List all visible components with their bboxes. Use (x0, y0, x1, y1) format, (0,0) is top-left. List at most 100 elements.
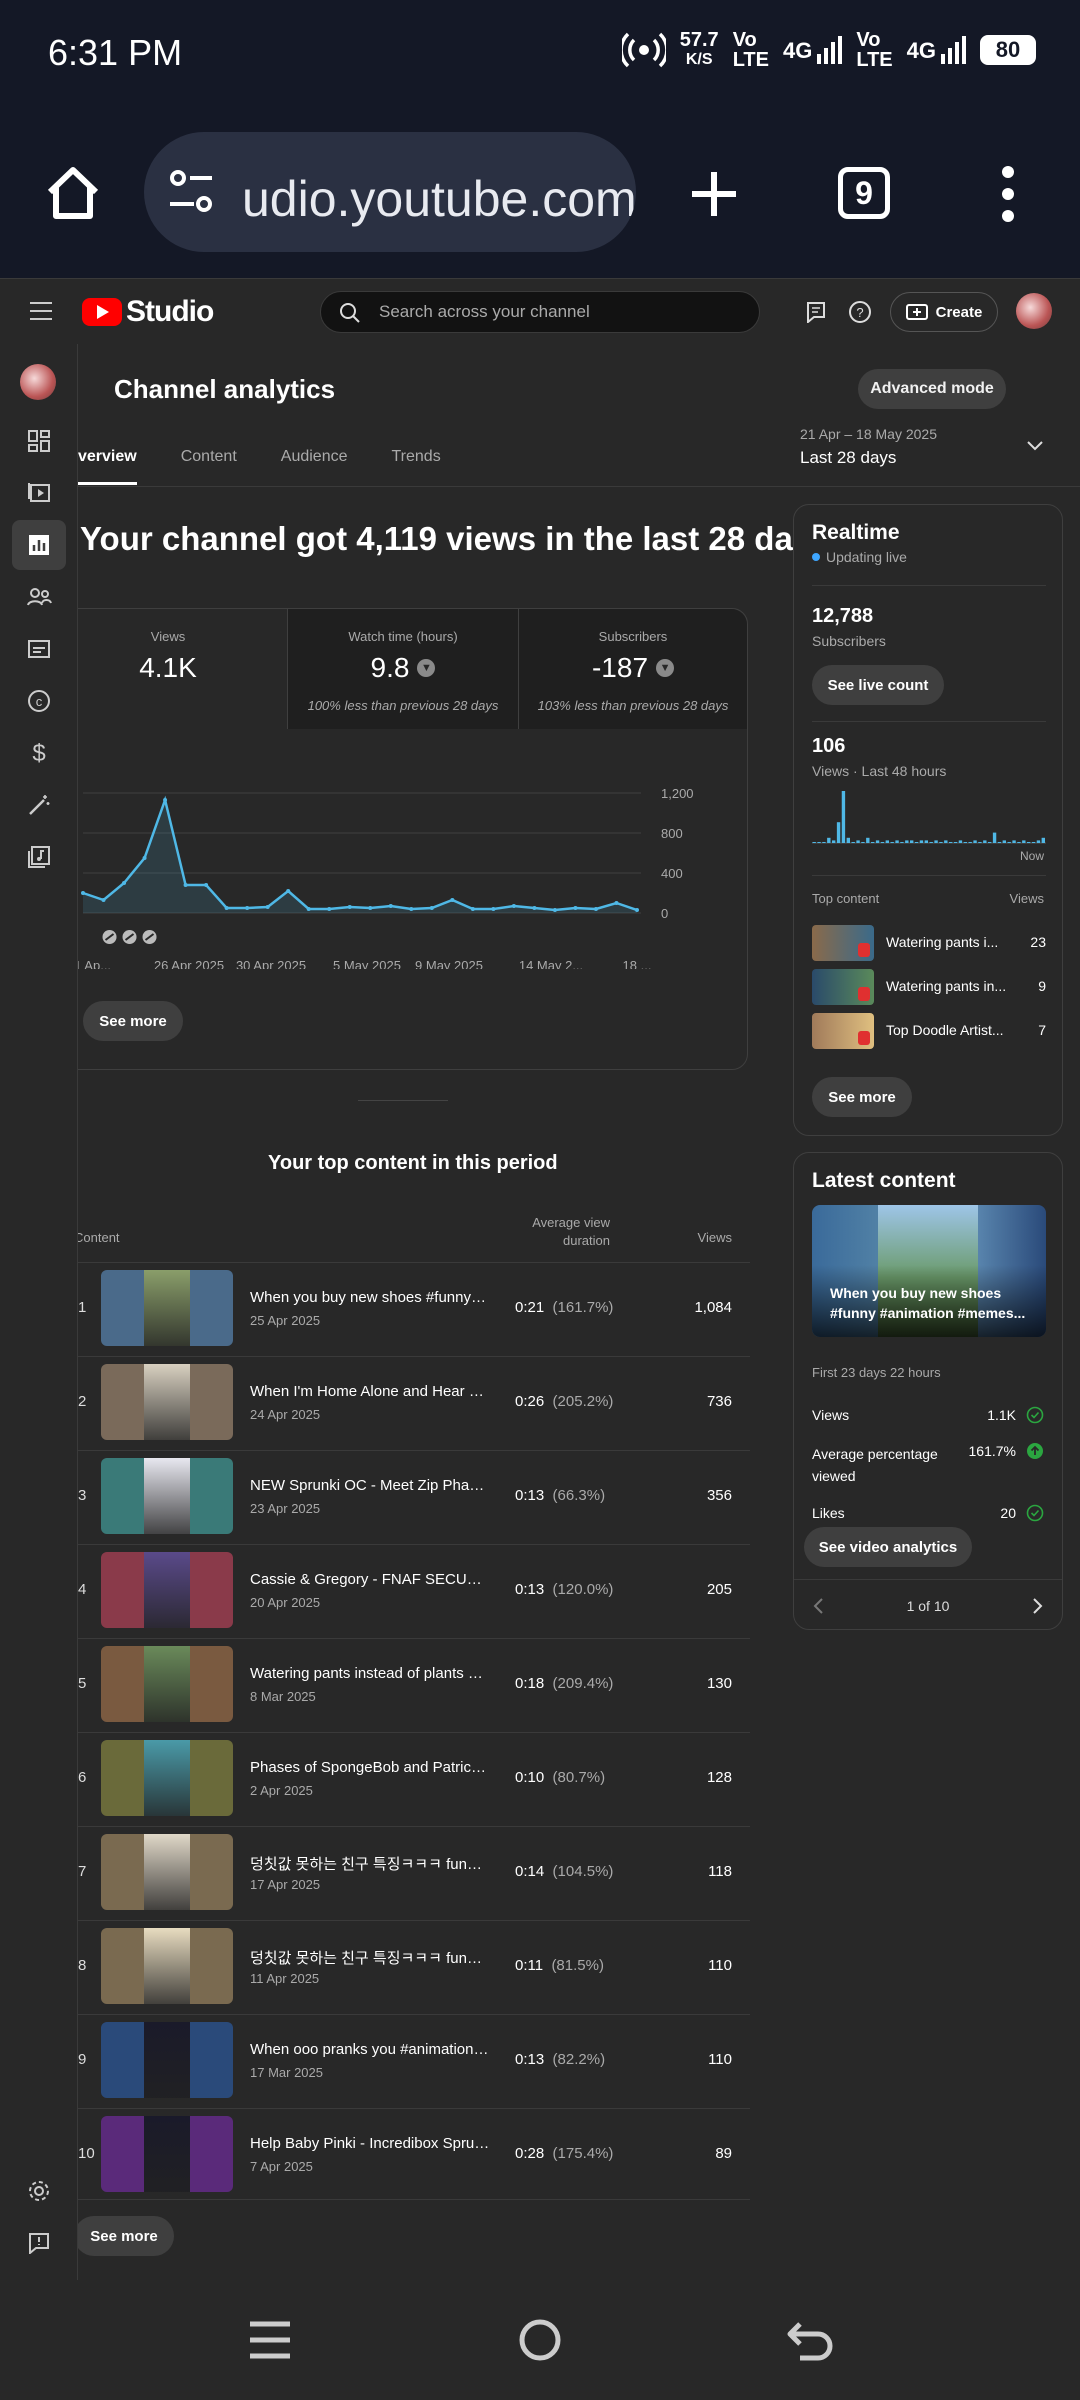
date-range-picker[interactable]: 21 Apr – 18 May 2025 Last 28 days (800, 426, 937, 468)
back-icon[interactable] (786, 2318, 834, 2362)
upload-marker-icon[interactable] (122, 930, 137, 944)
table-row[interactable]: 2 When I'm Home Alone and Hear a S... 24 A… (78, 1356, 750, 1450)
data-point (224, 906, 229, 910)
home-icon[interactable] (42, 162, 104, 224)
recents-icon[interactable] (248, 2318, 292, 2362)
tab-trends[interactable]: Trends (391, 448, 441, 465)
avg-view-duration: 0:26 (205.2%) (515, 1393, 614, 1410)
thumbnail-portrait (144, 1928, 190, 2004)
see-live-count-button[interactable]: See live count (812, 665, 944, 705)
realtime-card: Realtime Updating live 12,788 Subscriber… (793, 504, 1063, 1136)
latest-video-thumbnail[interactable]: When you buy new shoes #funny #animation… (812, 1205, 1046, 1337)
metric-tab-watch-time[interactable]: Watch time (hours) 9.8 ▼ 100% less than p… (287, 609, 519, 729)
table-row[interactable]: 4 Cassie & Gregory - FNAF SECURITY ... 20 … (78, 1544, 750, 1638)
stat-value: 20 (1000, 1505, 1016, 1521)
table-row[interactable]: 7 덩칫값 못하는 친구 특징ㅋㅋㅋ funny ... 17 Apr 2025 0:… (78, 1826, 750, 1920)
sidebar-item-analytics[interactable] (12, 520, 66, 570)
avg-view-duration: 0:18 (209.4%) (515, 1675, 614, 1692)
column-header-views: Views (697, 1230, 732, 1245)
video-title[interactable]: Phases of SpongeBob and Patrick #... (250, 1759, 490, 1776)
table-row[interactable]: 8 덩칫값 못하는 친구 특징ㅋㅋㅋ funny ... 11 Apr 2025 0:… (78, 1920, 750, 2014)
area-fill (83, 800, 637, 913)
top-content-see-more-button[interactable]: See more (78, 2216, 174, 2256)
video-thumbnail[interactable] (101, 1834, 233, 1910)
realtime-bar (890, 842, 894, 843)
video-title[interactable]: NEW Sprunki OC - Meet Zip Phase 4... (250, 1477, 490, 1494)
url-bar[interactable]: udio.youtube.com (144, 132, 636, 252)
sidebar-item-copyright[interactable]: c (12, 676, 66, 726)
video-title[interactable]: When ooo pranks you #animation #... (250, 2041, 490, 2058)
signal-icon-1: 4G (783, 36, 843, 64)
video-thumbnail[interactable] (101, 1458, 233, 1534)
see-more-button[interactable]: See more (83, 1001, 183, 1041)
upload-marker-icon[interactable] (142, 930, 157, 944)
table-row[interactable]: 3 NEW Sprunki OC - Meet Zip Phase 4... 23 … (78, 1450, 750, 1544)
help-icon[interactable]: ? (848, 300, 872, 324)
metric-tab-subscribers[interactable]: Subscribers -187 ▼ 103% less than previou… (519, 609, 747, 729)
tab-audience[interactable]: Audience (280, 448, 348, 465)
video-title[interactable]: Watering pants instead of plants #a... (250, 1665, 490, 1682)
chevron-left-icon[interactable] (812, 1597, 824, 1615)
sidebar-item-send-feedback[interactable] (12, 2218, 66, 2268)
table-row[interactable]: 10 Help Baby Pinki - Incredibox Sprunki..… (78, 2108, 750, 2202)
video-title[interactable]: 덩칫값 못하는 친구 특징ㅋㅋㅋ funny ... (250, 1950, 490, 1967)
feedback-icon[interactable] (806, 301, 826, 323)
chevron-right-icon[interactable] (1032, 1597, 1044, 1615)
studio-logo[interactable]: Studio (82, 295, 214, 329)
realtime-see-more-button[interactable]: See more (812, 1077, 912, 1117)
new-tab-icon[interactable] (688, 168, 740, 220)
site-settings-icon[interactable] (168, 170, 216, 214)
table-row[interactable]: 5 Watering pants instead of plants #a... 8… (78, 1638, 750, 1732)
sidebar-item-content[interactable] (12, 468, 66, 518)
video-title[interactable]: When you buy new shoes #funny #a... (250, 1289, 490, 1306)
create-button[interactable]: Create (890, 292, 998, 332)
realtime-top-item[interactable]: Top Doodle Artist... 7 (812, 1013, 1046, 1049)
tabs-count-button[interactable]: 9 (838, 167, 890, 219)
advanced-mode-button[interactable]: Advanced mode (858, 369, 1006, 409)
video-thumbnail[interactable] (101, 1270, 233, 1346)
realtime-top-item[interactable]: Watering pants i... 23 (812, 925, 1046, 961)
sidebar-item-customisation[interactable] (12, 780, 66, 830)
table-row[interactable]: 6 Phases of SpongeBob and Patrick #... 2 A… (78, 1732, 750, 1826)
search-input[interactable]: Search across your channel (320, 291, 760, 333)
realtime-bar (924, 840, 928, 843)
sidebar-item-subtitles[interactable] (12, 624, 66, 674)
video-title[interactable]: Help Baby Pinki - Incredibox Sprunki... (250, 2135, 490, 2152)
video-thumbnail[interactable] (101, 1552, 233, 1628)
realtime-bar (900, 842, 904, 843)
menu-dots-icon[interactable] (996, 166, 1020, 222)
chevron-down-icon[interactable] (1026, 440, 1044, 452)
video-thumbnail[interactable] (101, 1740, 233, 1816)
subtitles-icon (28, 640, 50, 658)
video-thumbnail[interactable] (101, 1928, 233, 2004)
account-avatar[interactable] (1016, 293, 1052, 329)
sidebar-item-earn[interactable]: $ (12, 728, 66, 778)
video-thumbnail[interactable] (101, 2022, 233, 2098)
home-nav-icon[interactable] (518, 2318, 562, 2362)
upload-marker-icon[interactable] (102, 930, 117, 944)
channel-avatar[interactable] (20, 364, 56, 400)
sidebar-item-community[interactable] (12, 572, 66, 622)
video-thumbnail[interactable] (101, 2116, 233, 2192)
video-title[interactable]: When I'm Home Alone and Hear a S... (250, 1383, 490, 1400)
table-row[interactable]: 9 When ooo pranks you #animation #... 17 M… (78, 2014, 750, 2108)
hamburger-menu-icon[interactable] (30, 301, 52, 321)
row-rank: 7 (78, 1863, 87, 1880)
sidebar-item-settings[interactable] (12, 2166, 66, 2216)
metric-tab-views[interactable]: Views 4.1K (78, 609, 287, 729)
video-thumbnail[interactable] (101, 1364, 233, 1440)
realtime-top-item[interactable]: Watering pants in... 9 (812, 969, 1046, 1005)
tab-content[interactable]: Content (180, 448, 237, 465)
tab-overview[interactable]: verview (78, 448, 137, 488)
sidebar-item-dashboard[interactable] (12, 416, 66, 466)
video-thumbnail[interactable] (101, 1646, 233, 1722)
video-title[interactable]: Cassie & Gregory - FNAF SECURITY ... (250, 1571, 490, 1588)
realtime-views-chart[interactable] (812, 785, 1046, 845)
see-video-analytics-button[interactable]: See video analytics (804, 1527, 972, 1567)
views-chart[interactable]: 1,200 800 400 0 21 Ap... 26 Apr 2025 30 Apr 20… (78, 769, 747, 969)
page-title: Channel analytics (114, 374, 336, 404)
video-title[interactable]: 덩칫값 못하는 친구 특징ㅋㅋㅋ funny ... (250, 1856, 490, 1873)
table-row[interactable]: 1 When you buy new shoes #funny #a... 25 A… (78, 1262, 750, 1356)
sidebar-item-audio-library[interactable] (12, 832, 66, 882)
content-icon (28, 483, 50, 502)
